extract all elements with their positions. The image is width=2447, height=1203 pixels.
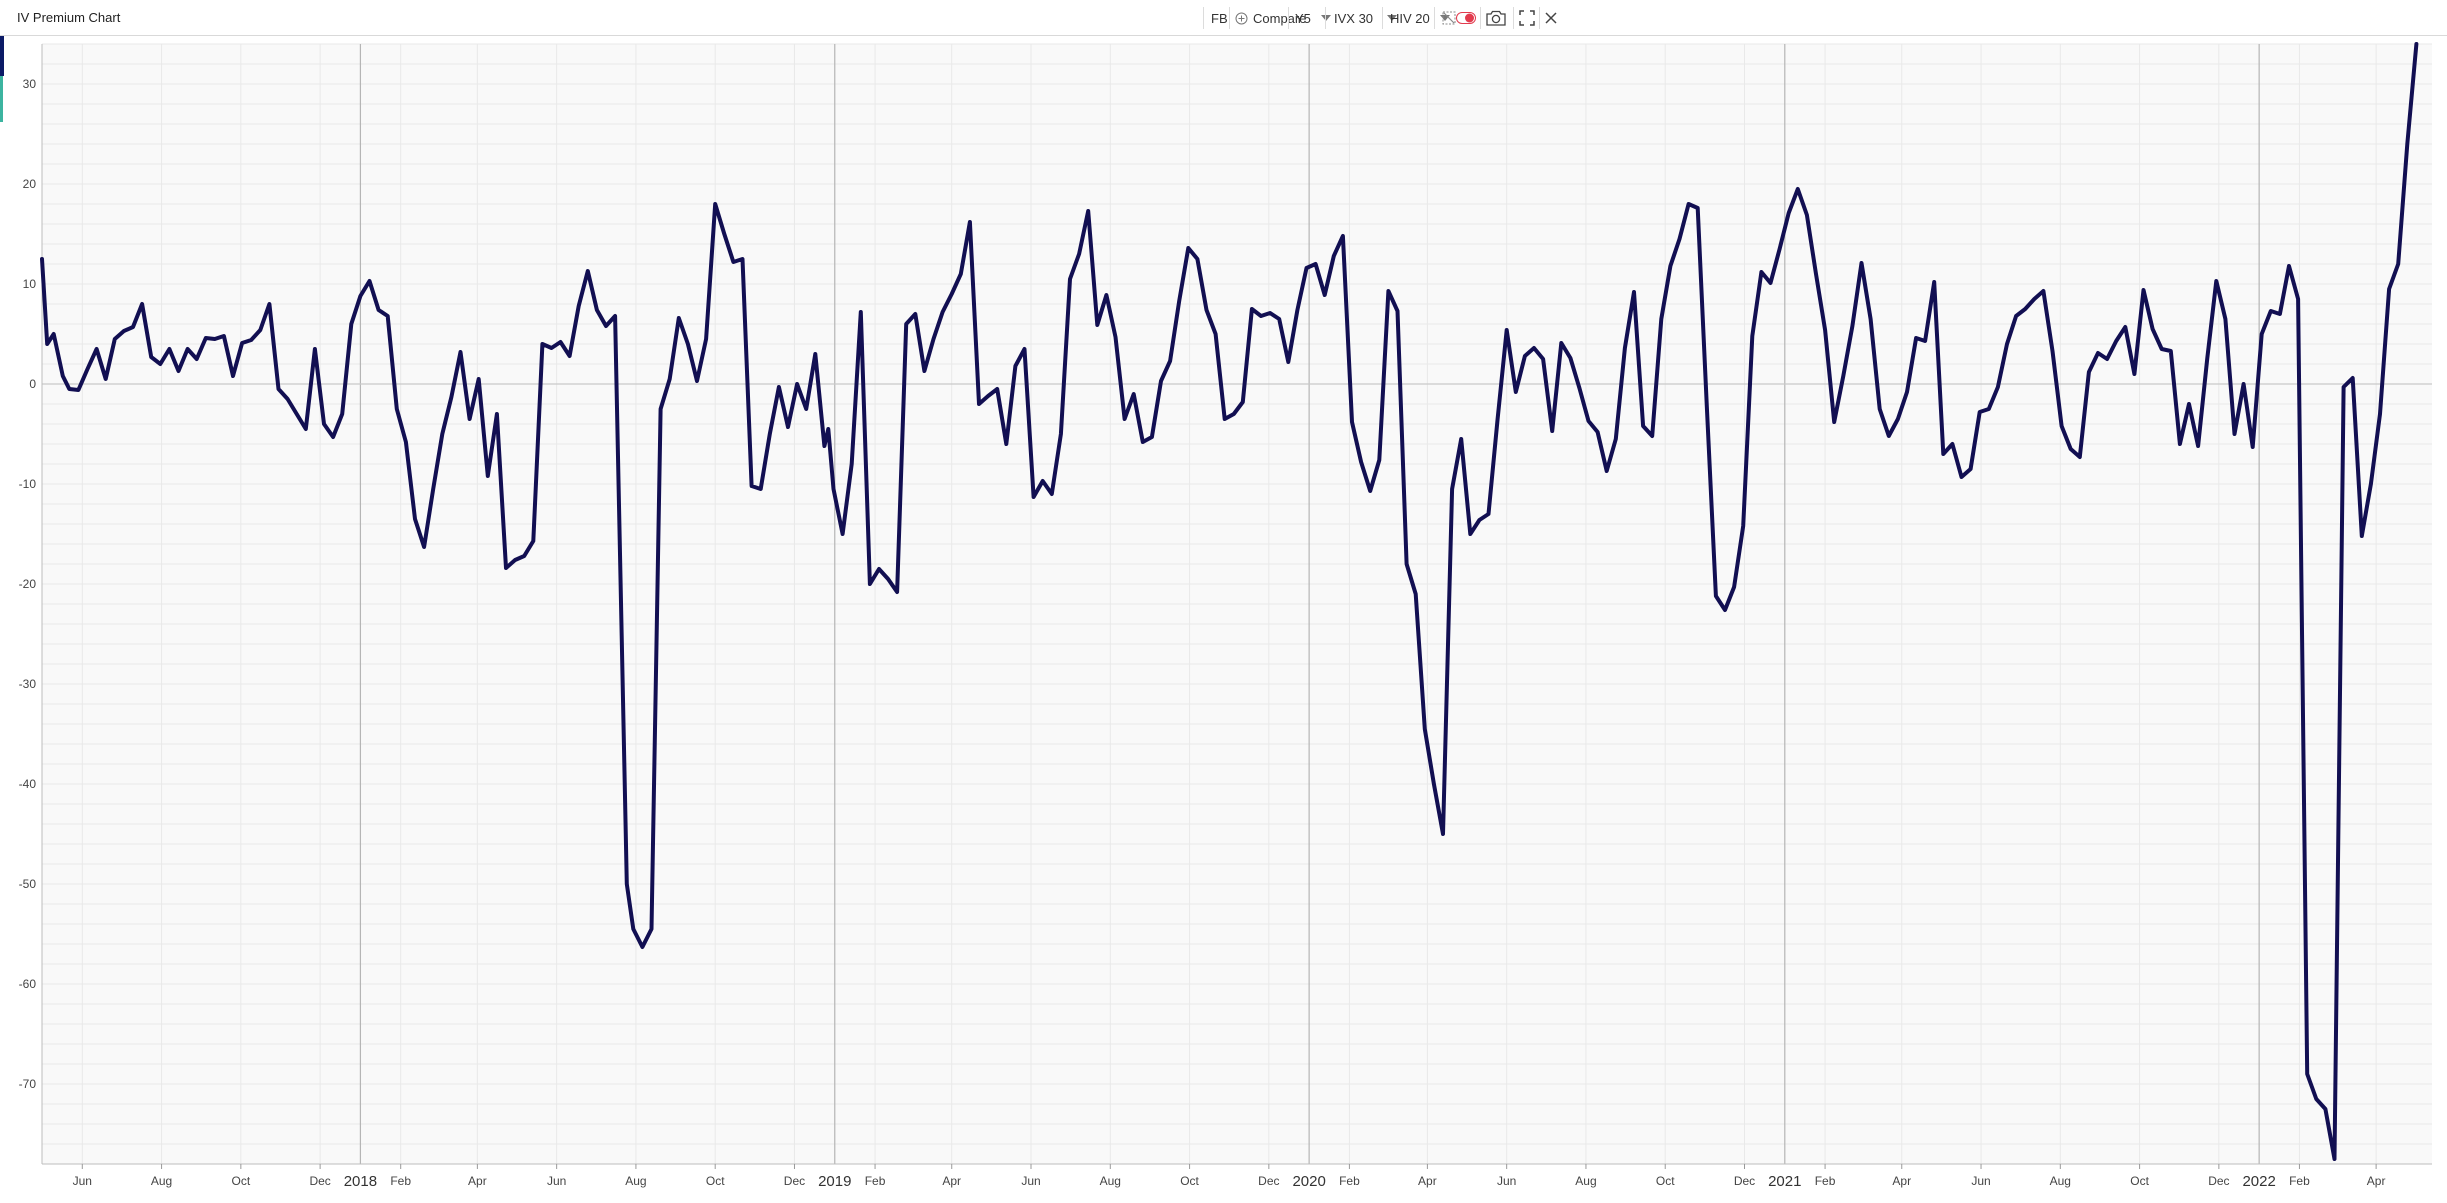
x-tick-label: Feb: [1815, 1174, 1836, 1188]
iv-metric-dropdown[interactable]: IVX 30: [1334, 0, 1398, 36]
toolbar-separator: [1513, 7, 1514, 29]
x-tick-label: Dec: [2208, 1174, 2229, 1188]
symbol-label: FB: [1211, 10, 1228, 26]
x-tick-label: Jun: [547, 1174, 566, 1188]
iv-metric-value: IVX 30: [1334, 10, 1374, 26]
panel-accent-secondary: [0, 76, 3, 122]
x-year-label: 2022: [2242, 1173, 2275, 1190]
y-tick-label: -30: [19, 677, 37, 691]
x-year-label: 2021: [1768, 1173, 1801, 1190]
panel-accent: [0, 36, 4, 76]
crosshair-toggle-icon: [1442, 11, 1456, 25]
x-tick-label: Apr: [1892, 1174, 1911, 1188]
iv-premium-chart[interactable]: 30 20 10 0 -10 -20 -30 -40 -50 -60 -70 Jun Aug Oct Dec…: [0, 36, 2447, 1203]
x-tick-label: Aug: [1575, 1174, 1596, 1188]
chevron-down-icon: [1387, 15, 1398, 21]
x-tick-label: Feb: [1339, 1174, 1360, 1188]
toolbar-separator: [1539, 7, 1540, 29]
toolbar-separator: [1203, 7, 1204, 29]
y-tick-label: 30: [23, 77, 37, 91]
y-tick-label: -50: [19, 877, 37, 891]
x-tick-label: Oct: [1180, 1174, 1199, 1188]
period-value: Y5: [1295, 10, 1311, 26]
x-tick-label: Jun: [1497, 1174, 1516, 1188]
x-tick-label: Oct: [1656, 1174, 1675, 1188]
y-tick-label: -20: [19, 577, 37, 591]
x-tick-label: Dec: [1734, 1174, 1755, 1188]
x-tick-label: Feb: [865, 1174, 886, 1188]
x-tick-label: Feb: [390, 1174, 411, 1188]
symbol-button[interactable]: FB: [1211, 0, 1228, 36]
x-tick-label: Aug: [1100, 1174, 1121, 1188]
window-header: IV Premium Chart FB Compare Y5 IVX 30 HI…: [0, 0, 2447, 36]
x-tick-label: Apr: [2367, 1174, 2386, 1188]
toolbar-separator: [1229, 7, 1230, 29]
toolbar-separator: [1382, 7, 1383, 29]
x-tick-label: Oct: [2130, 1174, 2149, 1188]
close-button[interactable]: [1539, 6, 1563, 30]
y-tick-label: -40: [19, 777, 37, 791]
x-tick-label: Aug: [151, 1174, 172, 1188]
camera-icon: [1486, 10, 1506, 26]
x-tick-label: Aug: [625, 1174, 646, 1188]
series-line: [40, 42, 2419, 1161]
x-tick-label: Apr: [468, 1174, 487, 1188]
toggle-switch-icon: [1456, 12, 1476, 24]
x-tick-label: Dec: [309, 1174, 330, 1188]
toolbar-separator: [1434, 7, 1435, 29]
hv-metric-dropdown[interactable]: HIV 20: [1390, 0, 1450, 36]
y-tick-label: -10: [19, 477, 37, 491]
fullscreen-button[interactable]: [1515, 6, 1539, 30]
x-year-label: 2019: [818, 1173, 851, 1190]
x-tick-label: Dec: [1258, 1174, 1279, 1188]
x-tick-label: Oct: [232, 1174, 251, 1188]
x-tick-label: Jun: [73, 1174, 92, 1188]
circle-plus-icon: [1235, 12, 1248, 24]
compare-button[interactable]: Compare: [1235, 0, 1306, 36]
x-year-label: 2020: [1292, 1173, 1325, 1190]
window-title: IV Premium Chart: [17, 10, 121, 25]
x-tick-label: Apr: [942, 1174, 961, 1188]
y-tick-label: 10: [23, 277, 37, 291]
x-tick-label: Oct: [706, 1174, 725, 1188]
hv-metric-value: HIV 20: [1390, 10, 1430, 26]
y-tick-label: 0: [29, 377, 36, 391]
chevron-down-icon: [1439, 15, 1450, 21]
toggle-switch[interactable]: [1454, 6, 1478, 30]
x-tick-label: Jun: [1021, 1174, 1040, 1188]
x-tick-label: Aug: [2050, 1174, 2071, 1188]
x-tick-label: Feb: [2289, 1174, 2310, 1188]
crosshair-toggle-button[interactable]: [1437, 6, 1461, 30]
x-tick-label: Apr: [1418, 1174, 1437, 1188]
y-tick-label: -60: [19, 977, 37, 991]
x-tick-label: Jun: [1971, 1174, 1990, 1188]
x-year-label: 2018: [344, 1173, 377, 1190]
fullscreen-icon: [1519, 10, 1535, 26]
y-tick-label: 20: [23, 177, 37, 191]
toolbar-separator: [1480, 7, 1481, 29]
toolbar-separator: [1288, 7, 1289, 29]
toolbar-separator: [1325, 7, 1326, 29]
y-tick-label: -70: [19, 1077, 37, 1091]
x-tick-label: Dec: [784, 1174, 805, 1188]
close-icon: [1545, 12, 1557, 24]
snapshot-button[interactable]: [1484, 6, 1508, 30]
compare-label: Compare: [1253, 10, 1307, 26]
